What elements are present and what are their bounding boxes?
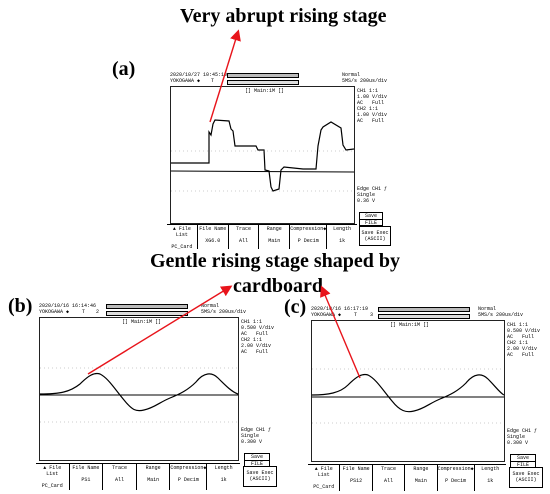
waveform-screen: [] Main:1M [] [311, 320, 505, 462]
softkey-length[interactable]: Length 1k [206, 464, 240, 490]
file-label: FILE [250, 461, 263, 467]
softkey-bar: ▲ File List PC_Card File Name XG6.0 Trace A… [167, 224, 357, 250]
trigger-marker: T [211, 78, 215, 84]
waveform-plot [40, 367, 238, 423]
channel-settings: CH1 1:1 0.500 V/div AC Full CH2 1:1 2.00… [241, 319, 275, 355]
softkey-compression[interactable]: Compression◆ P Decim [436, 465, 474, 491]
sample-rate: 5MS/s 200us/div [478, 312, 524, 318]
trigger-settings: Edge CH1 ƒ Single 0.36 V [357, 186, 388, 204]
trigger-number: 3 [370, 312, 374, 318]
panel-letter-a: (a) [112, 58, 136, 80]
save-exec-button[interactable]: Save Exec (ASCII) [509, 467, 543, 488]
scope-timestamp: 2020/10/16 16:14:46 [39, 303, 97, 309]
record-bar [378, 307, 470, 312]
softkey-length[interactable]: Length 1k [326, 225, 357, 249]
sample-rate: 5MS/s 200us/div [201, 309, 247, 315]
softkey-range[interactable]: Range Main [258, 225, 289, 249]
display-bar [227, 80, 299, 85]
save-menu[interactable]: Save FILE [359, 212, 383, 226]
scope-brand: YOKOGAWA ◆ [311, 312, 342, 318]
softkey-range[interactable]: Range Main [135, 464, 170, 490]
scope-timestamp: 2020/10/27 10:45:10 [170, 72, 228, 78]
trigger-settings: Edge CH1 ƒ Single 0.300 V [241, 427, 272, 445]
panel-letter-c: (c) [284, 296, 307, 318]
waveform-plot [171, 119, 354, 192]
record-bar [227, 73, 299, 78]
trigger-marker: T [354, 312, 358, 318]
file-label: FILE [364, 220, 377, 226]
save-menu[interactable]: Save FILE [244, 453, 270, 467]
panel-letter-b: (b) [8, 295, 33, 317]
waveform-screen: [] Main:1M [] [39, 317, 239, 461]
acq-mode: Normal [342, 72, 361, 78]
softkey-length[interactable]: Length 1k [473, 465, 506, 491]
middle-annotation-line1: Gentle rising stage shaped by [150, 250, 401, 272]
display-bar [378, 314, 470, 319]
trigger-number: 2 [96, 309, 100, 315]
save-label: Save [360, 213, 382, 220]
channel-settings: CH1 1:1 1.00 V/div AC Full CH2 1:1 1.00 … [357, 88, 388, 124]
scope-brand: YOKOGAWA ◆ [170, 78, 201, 84]
screen-title: [] Main:1M [] [245, 88, 285, 94]
waveform-screen: [] Main:1M [] [170, 86, 355, 224]
channel-settings: CH1 1:1 0.500 V/div AC Full CH2 1:1 2.00… [507, 322, 541, 358]
softkey-range[interactable]: Range Main [404, 465, 436, 491]
scope-panel-c: 2020/10/16 16:17:19 YOKOGAWA ◆ T 3 Norma… [308, 306, 548, 491]
scope-panel-b: 2020/10/16 16:14:46 YOKOGAWA ◆ T 2 Norma… [36, 303, 280, 490]
softkey-trace[interactable]: Trace All [227, 225, 259, 249]
sample-rate: 5MS/s 200us/div [342, 78, 388, 84]
softkey-file-name[interactable]: File Name PS1 [68, 464, 103, 490]
softkey-trace[interactable]: Trace All [371, 465, 404, 491]
softkey-file-list[interactable]: ▲ File List PC_Card [313, 466, 335, 490]
softkey-bar: ▲ File List PC_Card File Name PS12 Trace Al… [308, 464, 506, 491]
scope-brand: YOKOGAWA ◆ [39, 309, 70, 315]
softkey-bar: ▲ File List PC_Card File Name PS1 Trace All… [36, 463, 240, 490]
trigger-marker: T [82, 309, 86, 315]
save-menu[interactable]: Save FILE [510, 454, 536, 468]
softkey-file-name[interactable]: File Name XG6.0 [196, 225, 228, 249]
display-bar [106, 311, 188, 316]
file-label: FILE [516, 462, 529, 468]
record-bar [106, 304, 188, 309]
acq-mode: Normal [478, 306, 497, 312]
softkey-file-list[interactable]: ▲ File List PC_Card [41, 465, 63, 489]
screen-title: [] Main:1M [] [390, 322, 430, 328]
save-label: Save [245, 454, 269, 461]
softkey-compression[interactable]: Compression◆ P Decim [169, 464, 206, 490]
trigger-settings: Edge CH1 ƒ Single 0.300 V [507, 428, 538, 446]
softkey-file-name[interactable]: File Name PS12 [339, 465, 371, 491]
middle-annotation-line2: cardboard [233, 275, 323, 297]
save-exec-button[interactable]: Save Exec (ASCII) [359, 226, 391, 246]
save-label: Save [511, 455, 535, 462]
scope-panel-a: 2020/10/27 10:45:10 YOKOGAWA ◆ T Normal … [167, 72, 393, 250]
save-exec-button[interactable]: Save Exec (ASCII) [243, 466, 277, 487]
waveform-plot [312, 368, 504, 424]
softkey-compression[interactable]: Compression◆ P Decim [289, 225, 326, 249]
softkey-trace[interactable]: Trace All [102, 464, 136, 490]
softkey-file-list[interactable]: ▲ File List PC_Card [171, 226, 193, 250]
top-annotation: Very abrupt rising stage [180, 5, 387, 27]
